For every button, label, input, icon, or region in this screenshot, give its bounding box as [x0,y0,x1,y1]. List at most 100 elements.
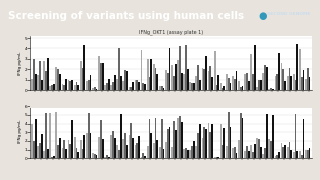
Bar [222,145,223,158]
Bar [244,74,246,90]
Bar [129,87,130,90]
Bar [63,140,65,158]
Bar [276,74,278,90]
Bar [59,74,61,90]
Bar [197,133,199,158]
Bar [169,48,171,90]
Bar [159,147,161,158]
Bar [61,148,63,158]
Bar [226,74,228,90]
Bar [112,131,114,158]
Bar [142,83,144,90]
Bar [120,76,122,90]
Bar [65,149,67,158]
Bar [299,49,301,90]
Bar [216,85,217,90]
Bar [234,79,236,90]
Bar [110,85,112,90]
Bar [96,155,97,158]
Bar [129,135,130,158]
Bar [202,138,203,158]
Bar [242,118,244,158]
Bar [232,148,234,158]
Bar [86,81,88,90]
Bar [293,74,295,90]
Bar [242,86,244,90]
Bar [84,45,85,90]
Bar [211,124,213,158]
Bar [272,89,274,90]
Bar [51,157,53,158]
Bar [39,143,41,158]
Bar [126,145,128,158]
Bar [153,64,155,90]
Bar [196,146,197,158]
Bar [61,84,63,90]
Bar [138,82,140,90]
Bar [305,150,307,158]
Bar [196,76,197,90]
Bar [37,75,39,90]
Bar [90,75,91,90]
Bar [254,144,256,158]
Bar [88,113,90,158]
Bar [69,144,71,158]
Bar [223,128,225,158]
Y-axis label: IFNg pg/mL: IFNg pg/mL [18,120,22,143]
Bar [289,68,290,90]
Bar [208,123,210,158]
Bar [258,139,260,158]
Bar [130,123,132,158]
Bar [260,147,262,158]
Bar [223,86,225,90]
Bar [214,157,216,158]
Bar [96,89,97,90]
Bar [284,145,286,158]
Bar [234,147,236,158]
Bar [189,150,191,158]
Bar [283,69,284,90]
Y-axis label: IFNg pg/mL: IFNg pg/mL [18,51,22,75]
Bar [142,153,144,158]
Bar [51,85,53,90]
Bar [86,133,88,158]
Bar [305,79,307,90]
Bar [167,129,169,158]
Bar [147,59,148,90]
Bar [141,50,142,90]
Text: SECOND GENOME: SECOND GENOME [267,12,310,16]
Bar [100,63,102,90]
Bar [82,68,84,90]
Bar [114,138,116,158]
Bar [159,86,161,90]
Bar [144,84,146,90]
Bar [94,87,96,90]
Bar [150,59,152,90]
Bar [266,114,268,158]
Bar [228,78,229,90]
Bar [179,46,181,90]
Bar [220,83,222,90]
Bar [296,44,298,90]
Bar [98,137,100,158]
Bar [205,129,207,158]
Title: IFNg_OKC (assay plate 2): IFNg_OKC (assay plate 2) [140,98,202,103]
Bar [102,63,103,90]
Bar [55,112,57,158]
Bar [45,113,47,158]
Bar [238,81,240,90]
Bar [236,71,237,90]
Bar [210,132,211,158]
Bar [308,148,310,158]
Bar [268,89,270,90]
Bar [187,150,189,158]
Bar [302,70,304,90]
Bar [65,79,67,90]
Bar [203,127,205,158]
Bar [100,120,102,158]
Bar [31,79,33,90]
Bar [171,65,173,90]
Bar [55,67,57,90]
Bar [49,86,51,90]
Bar [181,122,183,158]
